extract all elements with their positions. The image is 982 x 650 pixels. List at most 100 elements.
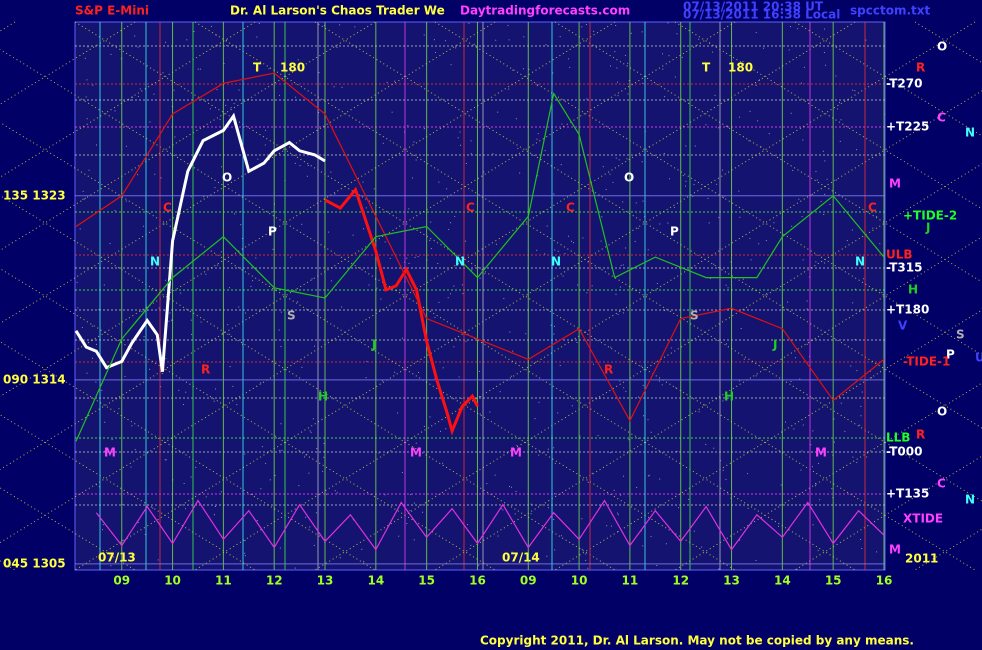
star bbox=[142, 225, 144, 227]
star bbox=[701, 546, 703, 548]
star bbox=[816, 179, 818, 181]
star bbox=[571, 405, 573, 407]
x-tick-label: 10 bbox=[571, 574, 588, 588]
star bbox=[863, 278, 865, 280]
star bbox=[309, 430, 311, 432]
star bbox=[86, 118, 88, 120]
star bbox=[205, 273, 207, 275]
star bbox=[183, 483, 185, 485]
star bbox=[617, 81, 619, 83]
star bbox=[537, 133, 539, 135]
star bbox=[820, 200, 822, 202]
star bbox=[279, 450, 281, 452]
star bbox=[615, 157, 617, 159]
star bbox=[619, 286, 621, 288]
star bbox=[381, 380, 383, 382]
star bbox=[448, 228, 450, 230]
star bbox=[722, 469, 724, 471]
star bbox=[662, 53, 664, 55]
annotation: +T135 bbox=[886, 487, 929, 501]
star bbox=[354, 26, 356, 28]
star bbox=[740, 328, 742, 330]
star bbox=[800, 469, 802, 471]
star bbox=[542, 211, 544, 213]
star bbox=[124, 375, 126, 377]
star bbox=[557, 250, 559, 252]
x-tick-label: 13 bbox=[723, 574, 740, 588]
annotation: V bbox=[898, 319, 908, 333]
star bbox=[499, 391, 501, 393]
star bbox=[836, 179, 838, 181]
annotation: T bbox=[253, 61, 262, 75]
annotation: R bbox=[916, 428, 925, 442]
star bbox=[334, 490, 336, 492]
star bbox=[865, 39, 867, 41]
star bbox=[861, 391, 863, 393]
star bbox=[125, 200, 127, 202]
annotation: N bbox=[455, 255, 465, 269]
annotation: H bbox=[908, 283, 918, 297]
star bbox=[216, 89, 218, 91]
star bbox=[442, 462, 444, 464]
star bbox=[586, 98, 588, 100]
star bbox=[667, 22, 669, 24]
star bbox=[398, 535, 400, 537]
star bbox=[209, 108, 211, 110]
star bbox=[810, 444, 812, 446]
star bbox=[861, 547, 863, 549]
star bbox=[318, 112, 320, 114]
star bbox=[648, 474, 650, 476]
star bbox=[219, 119, 221, 121]
star bbox=[165, 358, 167, 360]
annotation: C bbox=[868, 201, 877, 215]
star bbox=[668, 55, 670, 57]
series-line bbox=[75, 72, 885, 422]
star bbox=[294, 567, 296, 569]
star bbox=[833, 441, 835, 443]
star bbox=[806, 300, 808, 302]
star bbox=[576, 341, 578, 343]
star bbox=[496, 243, 498, 245]
star bbox=[510, 375, 512, 377]
star bbox=[814, 483, 816, 485]
star bbox=[600, 240, 602, 242]
star bbox=[114, 110, 116, 112]
star bbox=[260, 382, 262, 384]
star bbox=[869, 370, 871, 372]
star bbox=[714, 94, 716, 96]
star bbox=[95, 343, 97, 345]
star bbox=[216, 264, 218, 266]
star bbox=[495, 39, 497, 41]
star bbox=[837, 108, 839, 110]
star bbox=[408, 262, 410, 264]
star bbox=[846, 239, 848, 241]
annotation: -T000 bbox=[886, 445, 922, 459]
star bbox=[802, 139, 804, 141]
star bbox=[193, 30, 195, 32]
star bbox=[234, 213, 236, 215]
star bbox=[582, 237, 584, 239]
star bbox=[790, 381, 792, 383]
star bbox=[406, 257, 408, 259]
star bbox=[554, 462, 556, 464]
star bbox=[315, 512, 317, 514]
star bbox=[109, 243, 111, 245]
annotation: -T270 bbox=[886, 77, 922, 91]
annotation: R bbox=[604, 363, 613, 377]
star bbox=[114, 210, 116, 212]
star bbox=[662, 68, 664, 70]
star bbox=[824, 262, 826, 264]
star bbox=[579, 435, 581, 437]
star bbox=[829, 204, 831, 206]
star bbox=[852, 302, 854, 304]
star bbox=[840, 402, 842, 404]
site: Daytradingforecasts.com bbox=[460, 4, 630, 18]
star bbox=[591, 285, 593, 287]
star bbox=[213, 514, 215, 516]
star bbox=[854, 90, 856, 92]
star bbox=[98, 486, 100, 488]
star bbox=[131, 96, 133, 98]
star bbox=[675, 387, 677, 389]
star bbox=[823, 214, 825, 216]
star bbox=[738, 190, 740, 192]
